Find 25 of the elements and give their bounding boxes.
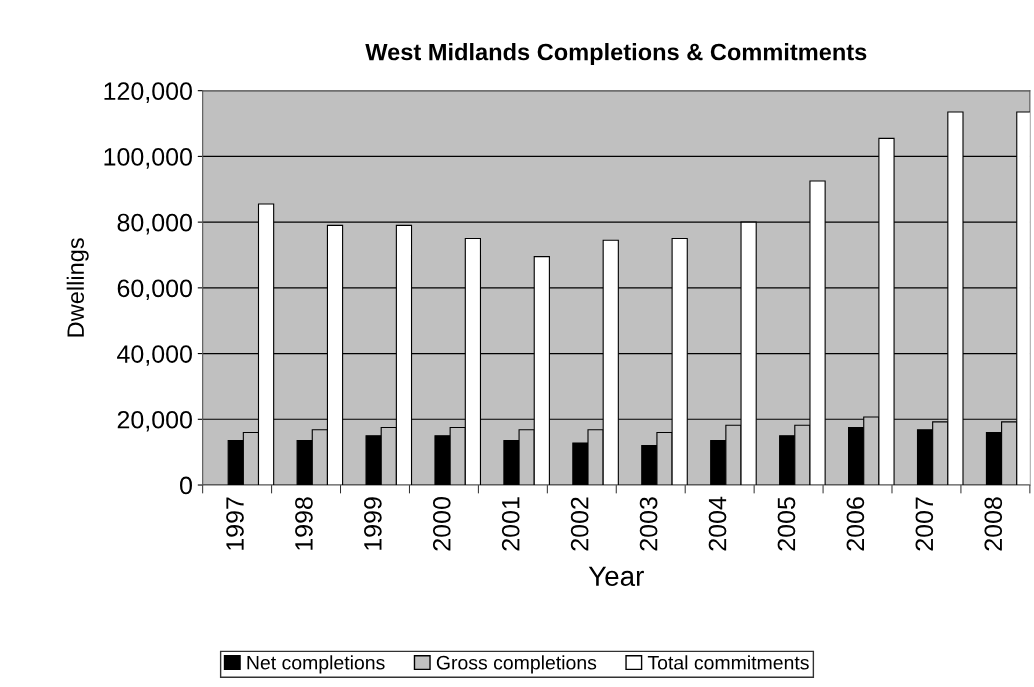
x-tick-label: 2002	[570, 497, 589, 551]
y-tick-label: 120,000	[104, 82, 192, 103]
x-tick-label: 2000	[432, 497, 451, 551]
y-tick-label: 40,000	[117, 345, 192, 366]
y-tick-label: 100,000	[104, 148, 192, 169]
legend-label: Gross completions	[436, 655, 597, 674]
x-tick-label: 1998	[295, 497, 313, 550]
y-tick-label: 60,000	[117, 279, 192, 301]
x-tick-label: 2006	[846, 497, 865, 551]
x-tick-label: 2008	[984, 497, 1003, 551]
x-tick-label: 2005	[777, 497, 796, 551]
x-tick-label: 1999	[364, 497, 382, 550]
x-axis-title: Year	[588, 566, 644, 587]
y-axis-title: Dwellings	[66, 238, 89, 337]
y-tick-label: 80,000	[117, 213, 192, 235]
x-tick-label: 1997	[226, 497, 244, 550]
y-tick-label: 20,000	[117, 410, 192, 432]
x-tick-label: 2003	[639, 497, 658, 551]
x-tick-label: 2007	[915, 497, 934, 551]
x-tick-label: 2001	[501, 497, 520, 551]
legend-label: Net completions	[247, 655, 385, 674]
chart-title: West Midlands Completions & Commitments	[365, 43, 867, 66]
x-tick-label: 2004	[708, 496, 727, 551]
legend-label: Total commitments	[647, 655, 809, 670]
y-tick-label: 0	[180, 476, 192, 495]
